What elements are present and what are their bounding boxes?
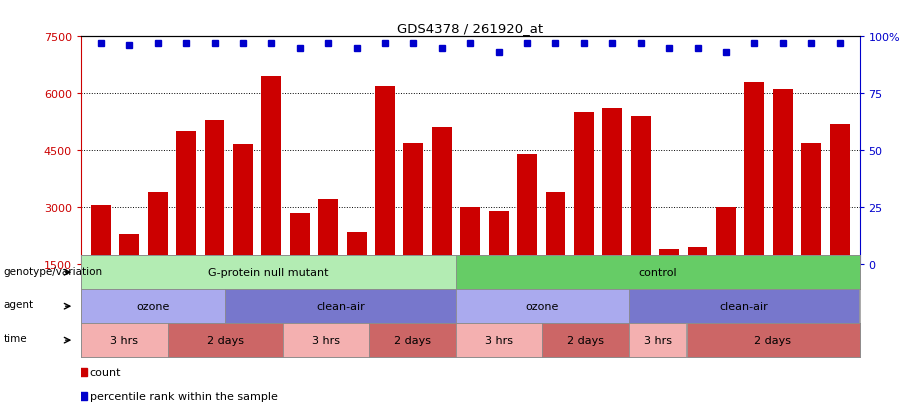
Bar: [518, 154, 537, 321]
Bar: [283, 323, 369, 357]
Bar: [830, 124, 850, 321]
Bar: [148, 192, 167, 321]
Bar: [773, 90, 793, 321]
Text: 2 days: 2 days: [394, 335, 431, 345]
Bar: [346, 232, 366, 321]
Bar: [375, 86, 395, 321]
Text: time: time: [4, 334, 27, 344]
Text: G-protein null mutant: G-protein null mutant: [208, 268, 328, 278]
Bar: [545, 192, 565, 321]
Bar: [369, 323, 455, 357]
Bar: [574, 113, 594, 321]
Text: clean-air: clean-air: [316, 301, 364, 311]
Bar: [543, 323, 629, 357]
Bar: [233, 145, 253, 321]
Bar: [176, 132, 196, 321]
Text: 3 hrs: 3 hrs: [485, 335, 513, 345]
Bar: [81, 290, 225, 323]
Bar: [403, 143, 423, 321]
Bar: [455, 290, 629, 323]
Text: 3 hrs: 3 hrs: [644, 335, 671, 345]
Bar: [744, 83, 764, 321]
Bar: [455, 323, 543, 357]
Text: ozone: ozone: [526, 301, 559, 311]
Text: 2 days: 2 days: [754, 335, 791, 345]
Bar: [290, 213, 310, 321]
Text: 3 hrs: 3 hrs: [312, 335, 340, 345]
Bar: [629, 323, 687, 357]
Text: 2 days: 2 days: [207, 335, 244, 345]
Bar: [261, 77, 282, 321]
Text: agent: agent: [4, 300, 34, 310]
Text: control: control: [638, 268, 677, 278]
Bar: [319, 200, 338, 321]
Text: count: count: [90, 367, 122, 377]
Bar: [432, 128, 452, 321]
Bar: [659, 249, 680, 321]
Bar: [167, 323, 283, 357]
Bar: [602, 109, 622, 321]
Bar: [801, 143, 821, 321]
Text: 2 days: 2 days: [567, 335, 604, 345]
Bar: [489, 211, 508, 321]
Text: ozone: ozone: [137, 301, 170, 311]
Bar: [716, 207, 736, 321]
Bar: [460, 207, 481, 321]
Bar: [455, 256, 860, 290]
Bar: [120, 234, 140, 321]
Text: 3 hrs: 3 hrs: [110, 335, 139, 345]
Bar: [688, 247, 707, 321]
Bar: [687, 323, 860, 357]
Bar: [631, 116, 651, 321]
Bar: [204, 121, 224, 321]
Text: clean-air: clean-air: [720, 301, 769, 311]
Bar: [81, 323, 167, 357]
Bar: [91, 206, 111, 321]
Title: GDS4378 / 261920_at: GDS4378 / 261920_at: [397, 21, 544, 35]
Text: genotype/variation: genotype/variation: [4, 266, 103, 276]
Bar: [81, 256, 455, 290]
Text: percentile rank within the sample: percentile rank within the sample: [90, 391, 277, 401]
Bar: [629, 290, 859, 323]
Bar: [225, 290, 455, 323]
